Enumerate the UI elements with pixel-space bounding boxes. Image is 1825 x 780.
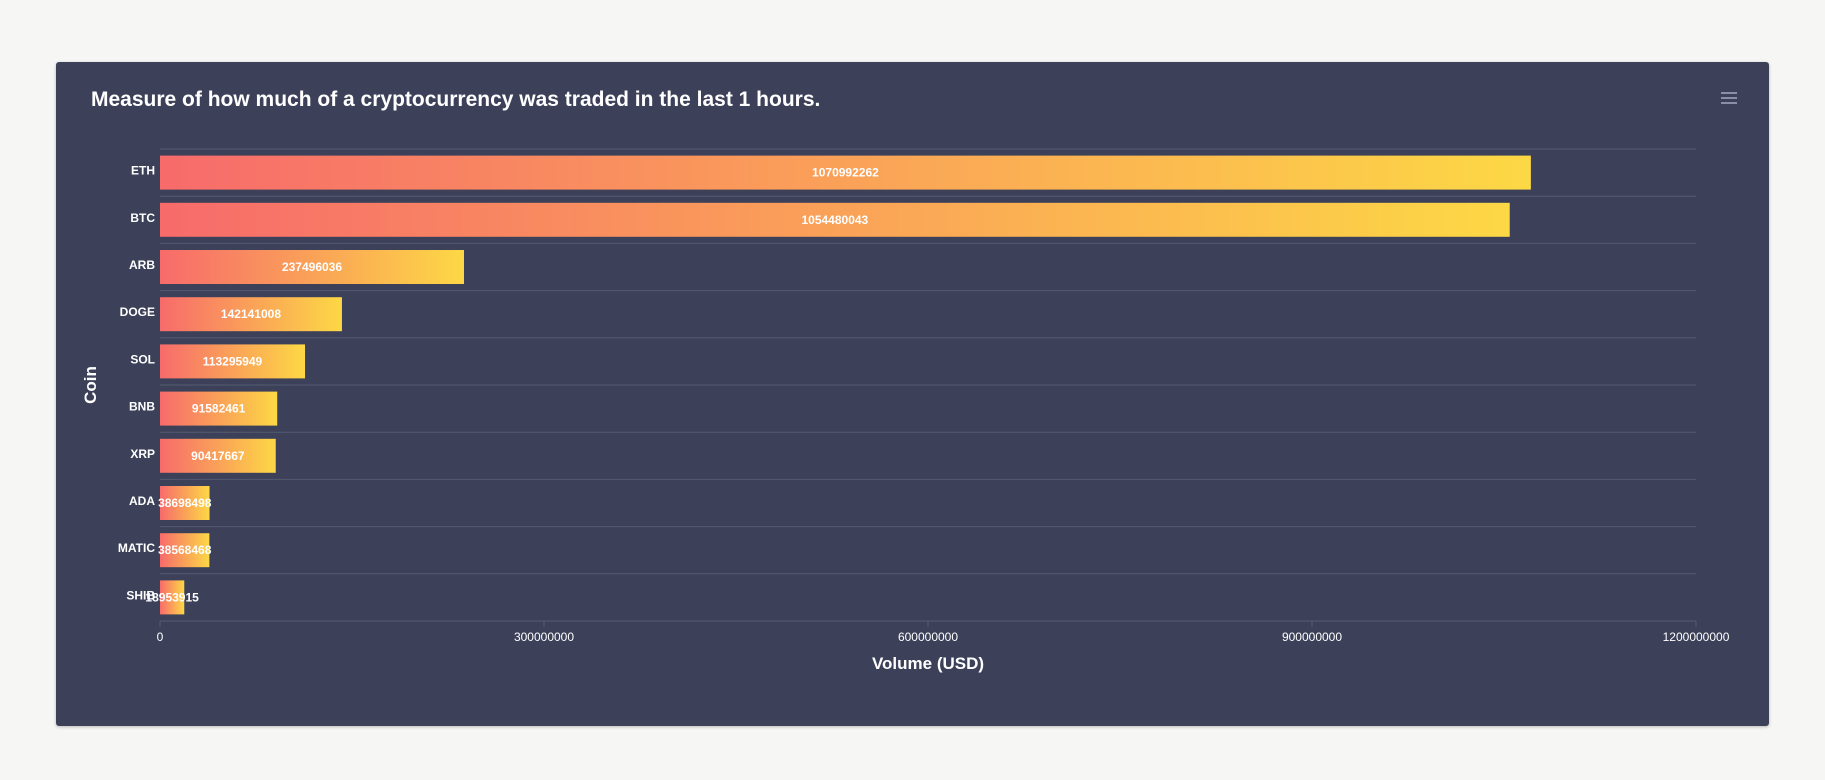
menu-line xyxy=(1721,102,1737,104)
data-label-bnb: 91582461 xyxy=(192,402,246,416)
x-tick-label: 900000000 xyxy=(1282,630,1342,644)
category-label-xrp: XRP xyxy=(130,447,155,461)
category-label-sol: SOL xyxy=(130,352,155,366)
bars xyxy=(160,155,1531,615)
category-label-matic: MATIC xyxy=(118,541,155,555)
bar-arb[interactable] xyxy=(160,250,464,284)
bar-ada[interactable] xyxy=(160,486,210,520)
chart-card: Measure of how much of a cryptocurrency … xyxy=(56,62,1769,726)
chart-title: Measure of how much of a cryptocurrency … xyxy=(91,88,821,111)
category-label-doge: DOGE xyxy=(120,305,155,319)
hamburger-menu-icon[interactable] xyxy=(1721,92,1737,104)
data-labels: 1070992262 1054480043 237496036 142141008 11… xyxy=(145,166,879,605)
category-label-shib: SHIB xyxy=(126,588,155,602)
data-label-doge: 142141008 xyxy=(221,307,281,321)
y-axis-title: Coin xyxy=(81,366,100,404)
category-label-btc: BTC xyxy=(130,211,155,225)
bar-doge[interactable] xyxy=(160,297,342,332)
bar-matic[interactable] xyxy=(160,533,210,568)
bar-sol[interactable] xyxy=(160,344,306,379)
bar-xrp[interactable] xyxy=(160,438,276,473)
data-label-matic: 38568468 xyxy=(158,543,212,557)
menu-line xyxy=(1721,97,1737,99)
grid-lines xyxy=(160,148,1696,622)
data-label-arb: 237496036 xyxy=(282,260,342,274)
data-label-shib: 18953915 xyxy=(145,590,199,604)
bar-eth[interactable] xyxy=(160,155,1531,190)
category-label-arb: ARB xyxy=(129,258,155,272)
data-label-eth: 1070992262 xyxy=(812,166,879,180)
data-label-xrp: 90417667 xyxy=(191,449,245,463)
category-label-bnb: BNB xyxy=(129,400,155,414)
bar-bnb[interactable] xyxy=(160,391,278,426)
x-axis-ticks: 0 300000000 600000000 900000000 1200000000 xyxy=(157,621,1730,644)
data-label-sol: 113295949 xyxy=(203,354,263,368)
data-label-btc: 1054480043 xyxy=(801,213,868,227)
x-tick-label: 600000000 xyxy=(898,630,958,644)
x-axis-title: Volume (USD) xyxy=(872,654,984,673)
category-label-ada: ADA xyxy=(129,494,155,508)
bar-btc[interactable] xyxy=(160,202,1510,237)
bar-shib[interactable] xyxy=(160,580,185,615)
category-label-eth: ETH xyxy=(131,164,155,178)
menu-line xyxy=(1721,92,1737,94)
x-tick-label: 300000000 xyxy=(514,630,574,644)
data-label-ada: 38698498 xyxy=(158,496,212,510)
x-tick-label: 1200000000 xyxy=(1663,630,1730,644)
y-axis-categories: ETH BTC ARB DOGE SOL BNB XRP ADA MATIC SHIB xyxy=(118,164,155,603)
x-tick-label: 0 xyxy=(157,630,164,644)
bar-chart: 1070992262 1054480043 237496036 142141008 11… xyxy=(81,148,1730,673)
